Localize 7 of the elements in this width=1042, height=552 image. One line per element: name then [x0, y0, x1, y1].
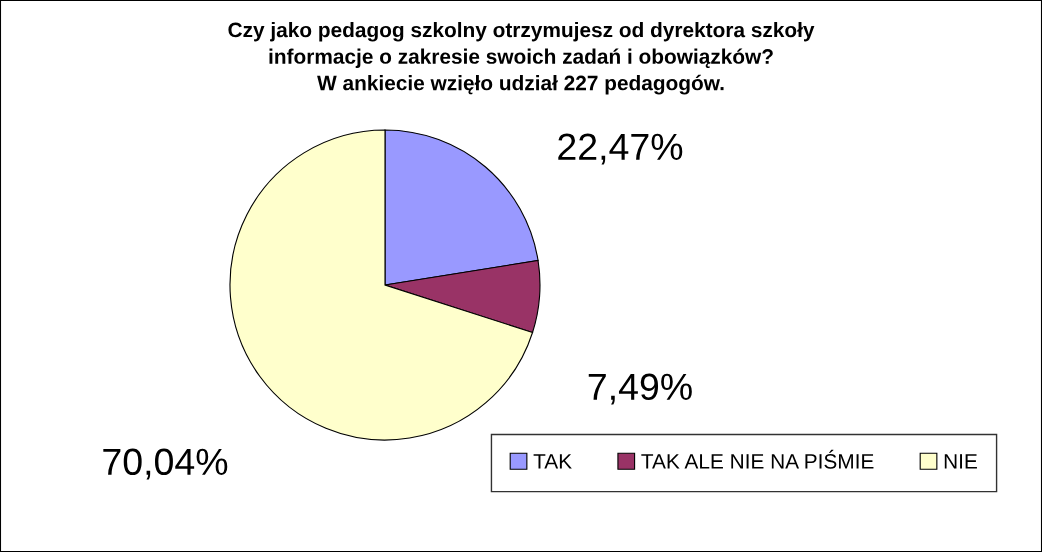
data-label: 70,04%	[103, 448, 228, 480]
chart-title: Czy jako pedagog szkolny otrzymujesz od dyrektora szkoły informacje o zakresie swoich zadań i obowiązków? W ankiecie wzięło udział 227 pedagogów.	[228, 22, 815, 95]
legend-label: TAK	[533, 454, 572, 469]
data-label: 22,47%	[558, 133, 683, 165]
data-label: 7,49%	[588, 373, 692, 405]
legend-label: TAK ALE NIE NA PIŚMIE	[641, 449, 874, 469]
legend-label: NIE	[944, 454, 977, 469]
